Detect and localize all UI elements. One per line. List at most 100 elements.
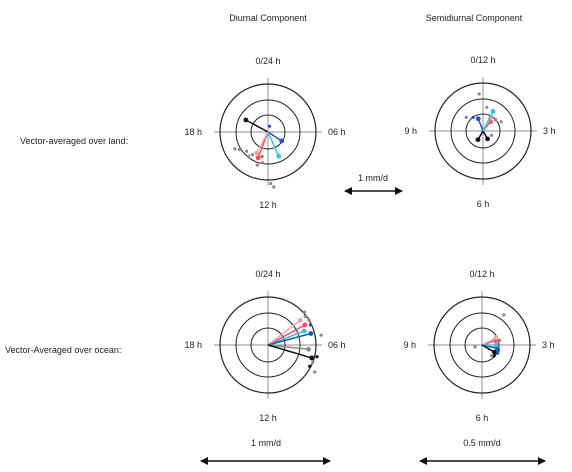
vector-gray xyxy=(267,344,309,351)
data-dot xyxy=(255,163,259,167)
phase-label-bottom: 12 h xyxy=(259,413,277,423)
data-dot xyxy=(260,161,264,165)
phase-label-left: 18 h xyxy=(184,127,202,137)
scale-bottom-left: 1 mm/d xyxy=(200,438,331,465)
amplitude-ring xyxy=(433,296,531,394)
phase-label-bottom: 12 h xyxy=(259,200,277,210)
vector-black xyxy=(267,344,312,359)
row-label-ocean: Vector-Averaged over ocean: xyxy=(5,345,121,355)
data-dot xyxy=(272,185,276,189)
data-dot xyxy=(490,354,494,358)
panel-land-diurnal: 0/24 h 12 h 18 h 06 h xyxy=(184,56,345,210)
vector-tip-gray xyxy=(306,346,311,352)
phase-label-left: 9 h xyxy=(403,340,416,350)
data-dot xyxy=(493,118,498,122)
data-dot xyxy=(313,370,317,374)
phase-label-bottom: 6 h xyxy=(477,199,490,209)
amplitude-ring xyxy=(450,98,516,164)
vector-cyan xyxy=(267,131,280,157)
scale-bottom-right: 0.5 mm/d xyxy=(419,438,546,465)
vector-tip-black xyxy=(309,355,315,361)
scale-middle: 1 mm/d xyxy=(344,173,403,195)
vector-tip-cyan xyxy=(490,108,496,114)
phase-label-right: 3 h xyxy=(543,126,556,136)
data-dot xyxy=(473,345,477,349)
vector-black xyxy=(245,119,269,133)
vector-blue xyxy=(267,332,312,346)
panel-ocean-semidiurnal: 0/12 h 6 h 9 h 3 h xyxy=(403,269,554,423)
data-dot xyxy=(496,351,500,355)
data-dot xyxy=(315,355,319,359)
scale-middle-label: 1 mm/d xyxy=(358,173,388,183)
data-dot xyxy=(489,133,494,137)
data-dot xyxy=(250,153,254,157)
data-dot xyxy=(308,323,312,327)
data-dot xyxy=(237,147,241,152)
phase-label-right: 3 h xyxy=(542,340,555,350)
vector-tip-pink xyxy=(254,150,259,156)
data-dot xyxy=(464,115,468,120)
phase-label-left: 9 h xyxy=(404,126,417,136)
vector-tip-cyan xyxy=(301,328,307,334)
panel-land-semidiurnal: 0/12 h 6 h 9 h 3 h xyxy=(404,55,555,209)
data-dot xyxy=(233,147,237,151)
vector-red xyxy=(267,324,306,346)
vector-pink xyxy=(255,131,269,154)
data-dot xyxy=(244,149,249,153)
amplitude-ring xyxy=(250,114,286,150)
vector-tip-blue xyxy=(308,331,314,336)
data-dot xyxy=(496,348,501,352)
vector-tip-black xyxy=(492,349,497,355)
data-dot xyxy=(303,314,307,319)
data-dot xyxy=(307,318,311,322)
phase-label-top: 0/12 h xyxy=(470,55,495,65)
vector-tip-black xyxy=(475,137,481,143)
vector-tip-cyan xyxy=(276,153,282,159)
data-dot xyxy=(260,154,264,159)
header-diurnal: Diurnal Component xyxy=(229,13,307,23)
scale-bottom-right-label: 0.5 mm/d xyxy=(463,438,501,448)
header-semidiurnal: Semidiurnal Component xyxy=(426,13,523,23)
amplitude-ring xyxy=(219,83,317,181)
phase-label-top: 0/24 h xyxy=(255,269,280,279)
data-dot xyxy=(502,313,506,317)
vector-tip-blue xyxy=(279,138,285,144)
amplitude-ring xyxy=(250,327,286,363)
data-dot xyxy=(308,364,312,368)
phase-label-right: 06 h xyxy=(328,127,346,137)
amplitude-ring xyxy=(465,113,501,149)
panel-ocean-diurnal: 0/24 h 12 h 18 h 06 h xyxy=(184,269,345,423)
data-dot xyxy=(499,120,503,124)
data-dot xyxy=(311,360,315,364)
data-dot xyxy=(319,333,323,337)
phase-label-top: 0/12 h xyxy=(469,269,494,279)
vector-tip-red xyxy=(255,155,261,161)
row-label-land: Vector-averaged over land: xyxy=(20,136,128,146)
data-dot xyxy=(485,105,489,109)
data-dot xyxy=(246,154,250,158)
vector-tip-black xyxy=(485,136,490,142)
data-dot xyxy=(471,115,475,120)
data-dot xyxy=(302,310,307,314)
amplitude-ring xyxy=(235,312,301,378)
data-dot xyxy=(497,338,501,342)
vector-tip-pink xyxy=(493,335,499,341)
data-dot xyxy=(269,181,273,186)
vector-tip-pink xyxy=(297,317,303,323)
vector-tip-black xyxy=(243,117,249,123)
phase-label-bottom: 6 h xyxy=(476,413,489,423)
phase-label-left: 18 h xyxy=(184,340,202,350)
vector-pink xyxy=(267,319,301,346)
data-dot xyxy=(267,124,272,128)
amplitude-ring xyxy=(449,312,515,378)
vector-tip-red xyxy=(302,322,308,328)
vector-pink xyxy=(481,337,497,346)
phase-label-right: 06 h xyxy=(328,340,346,350)
amplitude-ring xyxy=(464,327,500,363)
vector-tip-blue xyxy=(475,116,481,122)
vector-cyan xyxy=(482,110,494,132)
data-dot xyxy=(492,354,496,358)
amplitude-ring xyxy=(434,82,532,180)
